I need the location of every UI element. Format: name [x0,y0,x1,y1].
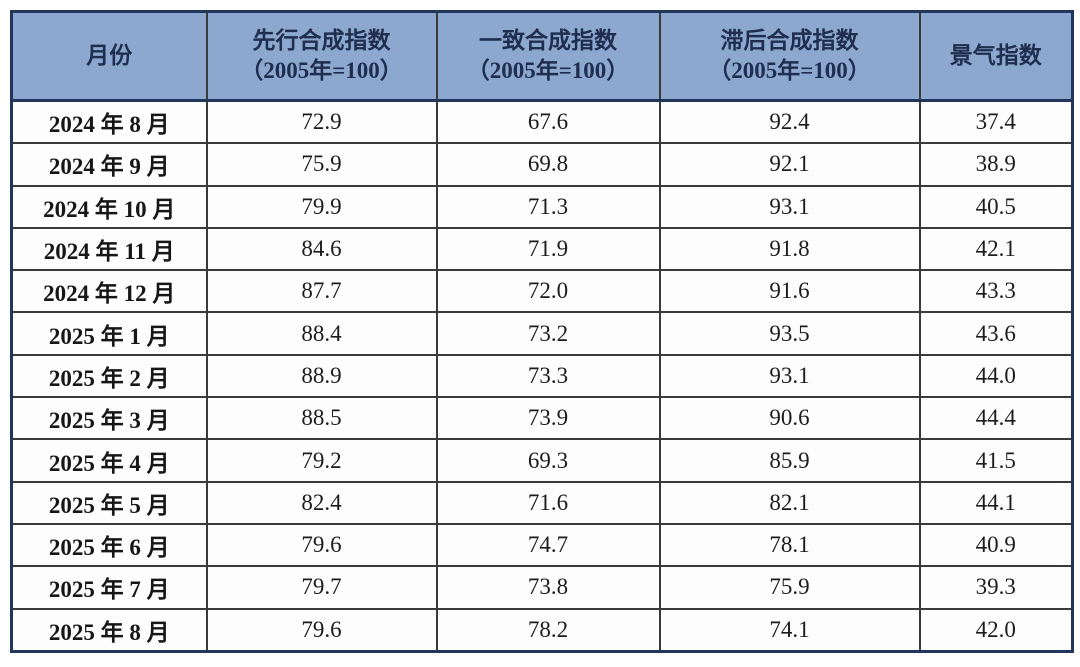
value-cell: 74.7 [435,522,661,568]
value-cell: 69.3 [435,438,661,483]
value-cell: 79.7 [205,565,438,610]
month-cell: 2024 年 9 月 [10,142,208,187]
header-row: 月份 先行合成指数 （2005年=100） 一致合成指数 （2005年=100） 滞后合成… [10,10,1074,102]
table-row: 2025 年 3 月 88.5 73.9 90.6 44.4 [10,396,1074,441]
value-cell: 87.7 [205,269,438,314]
table-body: 2024 年 8 月 72.9 67.6 92.4 37.4 2024 年 9 月 75.9… [10,99,1074,653]
value-cell: 92.4 [658,99,921,145]
header-label-line2: （2005年=100） [708,58,871,83]
month-cell: 2025 年 1 月 [10,311,208,356]
header-cell-1: 先行合成指数 （2005年=100） [205,10,438,102]
value-cell: 91.6 [658,269,921,314]
value-cell: 39.3 [918,565,1074,610]
header-label-line2: （2005年=100） [466,58,630,83]
value-cell: 92.1 [658,142,921,187]
header-label-line1: 滞后合成指数 [720,27,859,53]
value-cell: 44.1 [918,480,1074,525]
month-cell: 2024 年 10 月 [10,184,208,229]
value-cell: 43.6 [918,311,1074,356]
header-cell-3: 滞后合成指数 （2005年=100） [658,10,921,102]
month-cell: 2024 年 8 月 [10,99,208,145]
header-cell-4: 景气指数 [918,10,1074,102]
prosperity-index-table: 月份 先行合成指数 （2005年=100） 一致合成指数 （2005年=100） 滞后合成… [10,10,1074,653]
value-cell: 44.4 [918,396,1074,441]
value-cell: 73.8 [435,565,661,610]
value-cell: 37.4 [918,99,1074,145]
value-cell: 40.9 [918,522,1074,568]
value-cell: 72.9 [205,99,438,145]
value-cell: 75.9 [658,565,921,610]
table-row: 2025 年 8 月 79.6 78.2 74.1 42.0 [10,607,1074,653]
value-cell: 73.2 [435,311,661,356]
value-cell: 71.6 [435,480,661,525]
header-cell-2: 一致合成指数 （2005年=100） [435,10,661,102]
month-cell: 2024 年 12 月 [10,269,208,314]
header-label-line1: 月份 [86,42,133,68]
value-cell: 85.9 [658,438,921,483]
month-cell: 2025 年 2 月 [10,353,208,399]
table-row: 2024 年 9 月 75.9 69.8 92.1 38.9 [10,142,1074,187]
month-cell: 2025 年 7 月 [10,565,208,610]
value-cell: 41.5 [918,438,1074,483]
value-cell: 79.9 [205,184,438,229]
header-label-line2: （2005年=100） [240,58,403,83]
value-cell: 43.3 [918,269,1074,314]
value-cell: 71.3 [435,184,661,229]
value-cell: 88.9 [205,353,438,399]
month-cell: 2025 年 4 月 [10,438,208,483]
table-row: 2025 年 6 月 79.6 74.7 78.1 40.9 [10,522,1074,568]
value-cell: 71.9 [435,226,661,272]
table-row: 2025 年 7 月 79.7 73.8 75.9 39.3 [10,565,1074,610]
value-cell: 93.1 [658,353,921,399]
value-cell: 40.5 [918,184,1074,229]
table-header: 月份 先行合成指数 （2005年=100） 一致合成指数 （2005年=100） 滞后合成… [10,10,1074,102]
value-cell: 88.4 [205,311,438,356]
value-cell: 42.1 [918,226,1074,272]
table-row: 2024 年 11 月 84.6 71.9 91.8 42.1 [10,226,1074,272]
value-cell: 73.3 [435,353,661,399]
value-cell: 42.0 [918,607,1074,653]
value-cell: 67.6 [435,99,661,145]
value-cell: 79.6 [205,607,438,653]
value-cell: 82.1 [658,480,921,525]
month-cell: 2025 年 6 月 [10,522,208,568]
value-cell: 38.9 [918,142,1074,187]
value-cell: 73.9 [435,396,661,441]
value-cell: 91.8 [658,226,921,272]
value-cell: 74.1 [658,607,921,653]
value-cell: 93.1 [658,184,921,229]
table-row: 2025 年 5 月 82.4 71.6 82.1 44.1 [10,480,1074,525]
table-row: 2024 年 8 月 72.9 67.6 92.4 37.4 [10,99,1074,145]
header-label-line1: 一致合成指数 [479,27,617,53]
table-row: 2025 年 1 月 88.4 73.2 93.5 43.6 [10,311,1074,356]
value-cell: 78.1 [658,522,921,568]
header-label-line1: 先行合成指数 [252,27,391,53]
value-cell: 75.9 [205,142,438,187]
value-cell: 79.6 [205,522,438,568]
table-row: 2024 年 12 月 87.7 72.0 91.6 43.3 [10,269,1074,314]
table-row: 2024 年 10 月 79.9 71.3 93.1 40.5 [10,184,1074,229]
value-cell: 93.5 [658,311,921,356]
value-cell: 72.0 [435,269,661,314]
value-cell: 90.6 [658,396,921,441]
table-row: 2025 年 4 月 79.2 69.3 85.9 41.5 [10,438,1074,483]
value-cell: 69.8 [435,142,661,187]
header-label-line1: 景气指数 [949,42,1042,68]
month-cell: 2024 年 11 月 [10,226,208,272]
header-cell-0: 月份 [10,10,208,102]
month-cell: 2025 年 8 月 [10,607,208,653]
value-cell: 88.5 [205,396,438,441]
month-cell: 2025 年 3 月 [10,396,208,441]
value-cell: 44.0 [918,353,1074,399]
value-cell: 82.4 [205,480,438,525]
value-cell: 79.2 [205,438,438,483]
table-row: 2025 年 2 月 88.9 73.3 93.1 44.0 [10,353,1074,399]
value-cell: 78.2 [435,607,661,653]
month-cell: 2025 年 5 月 [10,480,208,525]
value-cell: 84.6 [205,226,438,272]
